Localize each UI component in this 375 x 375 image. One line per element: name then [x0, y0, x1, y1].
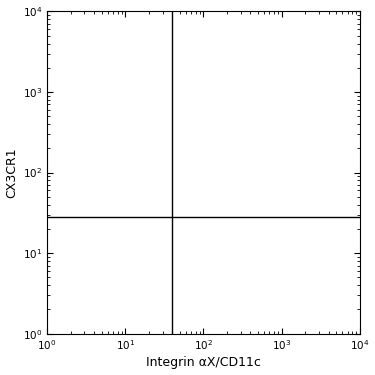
Y-axis label: CX3CR1: CX3CR1: [6, 147, 18, 198]
X-axis label: Integrin αX/CD11c: Integrin αX/CD11c: [146, 357, 261, 369]
